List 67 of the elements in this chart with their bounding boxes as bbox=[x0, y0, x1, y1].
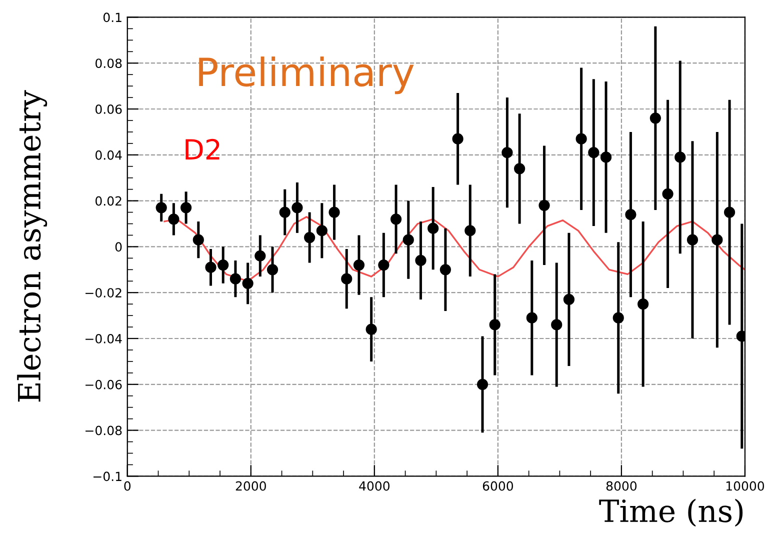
point bbox=[476, 378, 488, 390]
point bbox=[514, 163, 526, 174]
point bbox=[638, 298, 649, 310]
point bbox=[266, 264, 278, 276]
point bbox=[192, 234, 204, 246]
point bbox=[712, 234, 723, 246]
point bbox=[464, 225, 476, 236]
point bbox=[428, 222, 439, 234]
point bbox=[328, 206, 340, 218]
point bbox=[168, 214, 180, 225]
y-tick-label: 0.02 bbox=[96, 196, 122, 206]
point bbox=[650, 112, 661, 124]
point bbox=[662, 188, 674, 200]
annotation: Preliminary bbox=[199, 56, 414, 94]
point bbox=[489, 319, 500, 330]
point bbox=[205, 262, 216, 273]
y-axis-title: Electron asymmetry bbox=[17, 90, 48, 402]
point bbox=[415, 254, 426, 266]
point bbox=[353, 260, 365, 271]
point bbox=[686, 234, 698, 246]
point bbox=[390, 214, 402, 225]
x-tick-label: 10000 bbox=[726, 481, 764, 491]
point bbox=[316, 225, 328, 236]
point bbox=[440, 264, 451, 276]
point bbox=[378, 260, 390, 271]
point bbox=[551, 319, 562, 330]
point bbox=[612, 312, 624, 324]
point bbox=[180, 202, 192, 214]
y-tick-label: 0 bbox=[115, 242, 122, 252]
point bbox=[279, 206, 290, 218]
y-tick-label: 0.08 bbox=[96, 58, 122, 68]
point bbox=[538, 200, 550, 211]
y-tick-label: −0.06 bbox=[86, 380, 122, 390]
x-tick-label: 4000 bbox=[359, 481, 390, 491]
point bbox=[292, 202, 303, 214]
point bbox=[588, 147, 600, 158]
y-tick-label: −0.04 bbox=[86, 334, 122, 344]
point bbox=[218, 260, 229, 271]
point bbox=[402, 234, 414, 246]
x-tick-label: 2000 bbox=[236, 481, 266, 491]
point bbox=[156, 202, 167, 214]
y-tick-label: 0.04 bbox=[96, 150, 122, 160]
point bbox=[502, 147, 513, 158]
point bbox=[625, 209, 636, 220]
point bbox=[724, 206, 736, 218]
point bbox=[526, 312, 538, 324]
point bbox=[563, 294, 575, 306]
point bbox=[366, 324, 377, 335]
point bbox=[341, 273, 352, 284]
point bbox=[304, 232, 316, 244]
y-tick-label: −0.02 bbox=[86, 288, 122, 298]
x-tick-label: 6000 bbox=[482, 481, 514, 491]
y-tick-label: 0.06 bbox=[96, 104, 122, 114]
point bbox=[230, 273, 242, 284]
x-axis-title: Time (ns) bbox=[599, 498, 743, 527]
annotation: D2 bbox=[186, 138, 220, 160]
y-tick-label: −0.08 bbox=[86, 426, 122, 436]
point bbox=[254, 250, 266, 262]
point bbox=[576, 133, 587, 144]
point bbox=[600, 152, 612, 163]
x-tick-label: 0 bbox=[124, 481, 131, 491]
point bbox=[242, 278, 254, 289]
point bbox=[452, 133, 464, 144]
point bbox=[674, 152, 686, 163]
x-tick-label: 8000 bbox=[606, 481, 637, 491]
y-tick-label: 0.1 bbox=[103, 12, 122, 22]
y-tick-label: −0.1 bbox=[93, 472, 122, 482]
